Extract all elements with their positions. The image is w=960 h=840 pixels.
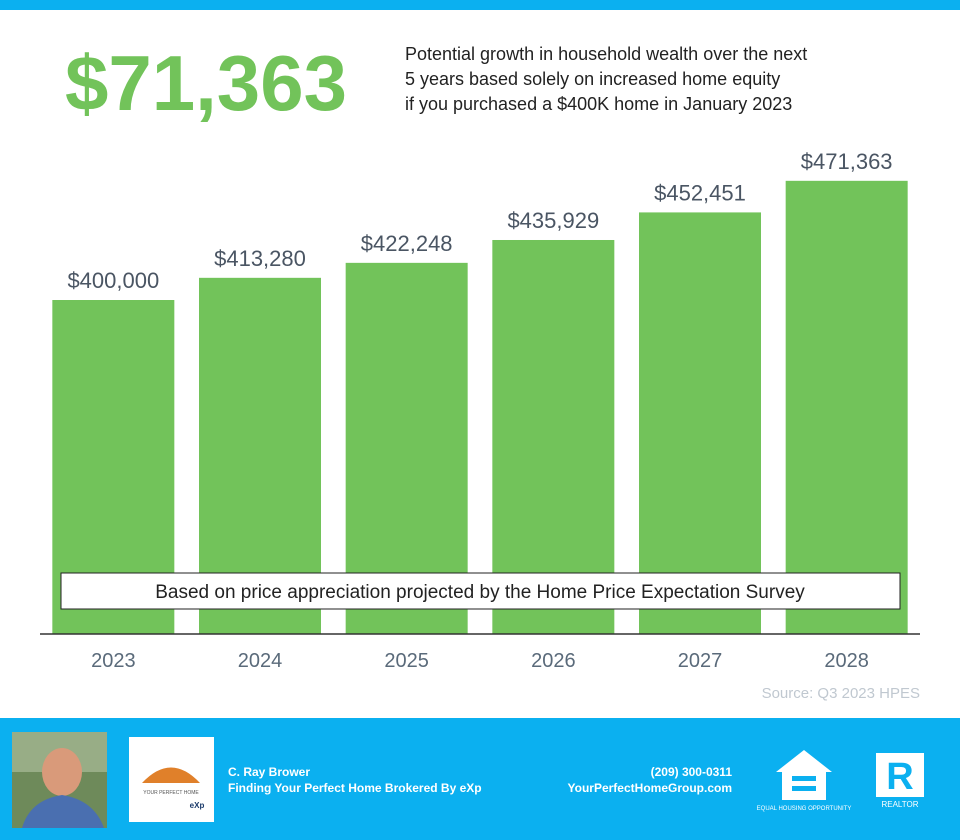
plot: $400,000 2023 $413,280 2024 $422,248 2025 $435… (52, 149, 908, 672)
bar (492, 239, 615, 634)
value-label: $413,280 (214, 246, 306, 271)
agent-photo (12, 732, 107, 828)
svg-text:R: R (886, 756, 913, 798)
x-tick-label: 2028 (824, 650, 869, 672)
logo-brand: eXp (190, 801, 205, 810)
phone: (209) 300-0311 (651, 765, 733, 779)
source: Source: Q3 2023 HPES (762, 685, 920, 702)
value-label: $400,000 (67, 268, 159, 293)
value-label: $471,363 (801, 149, 893, 174)
value-label: $452,451 (654, 180, 746, 205)
note: Based on price appreciation projected by… (155, 582, 805, 603)
bar (639, 212, 761, 634)
x-tick-label: 2026 (531, 650, 576, 672)
headline: $71,363 (65, 39, 347, 127)
bar (345, 262, 468, 634)
equal-housing-text: EQUAL HOUSING OPPORTUNITY (757, 806, 852, 812)
equal-housing-logo (776, 750, 832, 800)
x-tick-label: 2025 (384, 650, 429, 672)
value-label: $422,248 (361, 231, 453, 256)
agent-name: C. Ray Brower (228, 765, 310, 779)
agent-tagline: Finding Your Perfect Home Brokered By eX… (228, 781, 482, 795)
x-tick-label: 2024 (238, 650, 283, 672)
logo-sun (142, 767, 200, 783)
bar (785, 180, 908, 634)
note-box (60, 572, 901, 610)
realtor-text: REALTOR (881, 800, 918, 809)
x-tick-label: 2027 (678, 650, 723, 672)
top-band (0, 0, 960, 10)
description-line: 5 years based solely on increased home e… (405, 69, 780, 89)
description-line: if you purchased a $400K home in January… (405, 94, 792, 114)
website: YourPerfectHomeGroup.com (568, 781, 732, 795)
logo-text: YOUR PERFECT HOME (143, 790, 199, 796)
value-label: $435,929 (507, 208, 599, 233)
realtor-logo: R (876, 753, 924, 798)
x-tick-label: 2023 (91, 650, 136, 672)
description-line: Potential growth in household wealth ove… (405, 44, 807, 64)
